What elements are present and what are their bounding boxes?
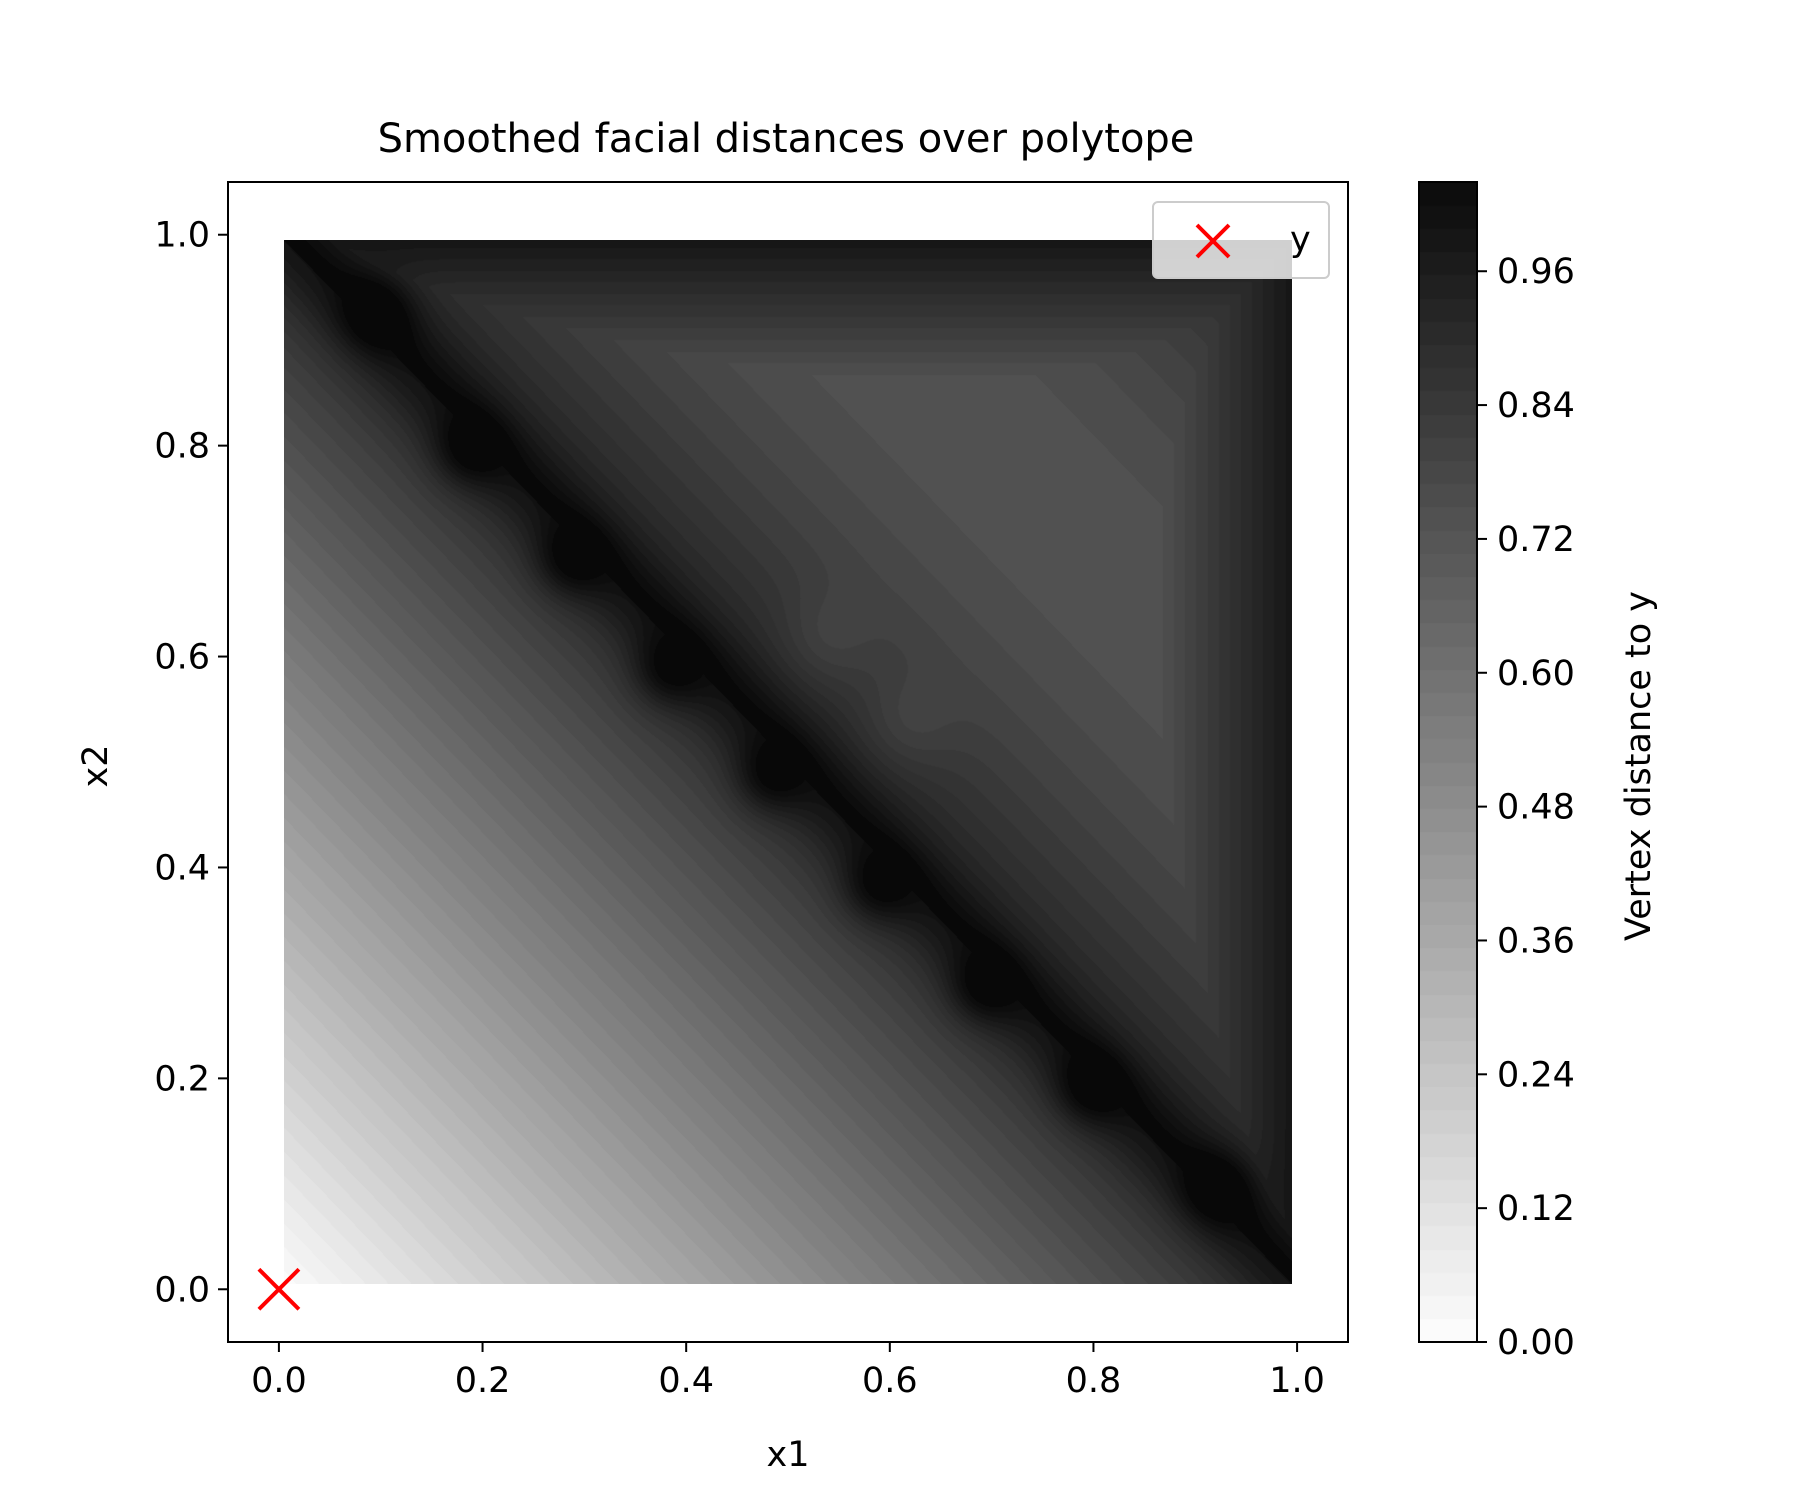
colorbar-label: Vertex distance to y — [1619, 591, 1659, 941]
points-layer — [257, 1267, 301, 1311]
y-tick-label: 0.4 — [154, 848, 210, 888]
legend-box — [1152, 201, 1330, 279]
colorbar-tick-label: 0.84 — [1497, 386, 1575, 426]
y-axis-ticks: 0.0 0.2 0.4 0.6 0.8 1.0 — [154, 216, 228, 1310]
colorbar-tick-label: 0.48 — [1497, 788, 1575, 828]
x-axis-ticks: 0.0 0.2 0.4 0.6 0.8 1.0 — [251, 1342, 1325, 1401]
x-tick-label: 0.6 — [862, 1361, 918, 1401]
x-tick-label: 0.8 — [1066, 1361, 1122, 1401]
colorbar-tick-label: 0.60 — [1497, 654, 1575, 694]
colorbar-tick-label: 0.12 — [1497, 1189, 1575, 1229]
point-marker-y — [257, 1267, 301, 1311]
colorbar-tick-label: 0.36 — [1497, 921, 1575, 961]
colorbar-gradient — [1419, 182, 1477, 1342]
colorbar-tick-label: 0.24 — [1497, 1055, 1575, 1095]
heatmap-field — [284, 240, 1292, 1284]
colorbar-tick-label: 0.72 — [1497, 520, 1575, 560]
y-axis-label: x2 — [76, 745, 116, 788]
x-tick-label: 0.2 — [455, 1361, 511, 1401]
legend-marker-x — [1195, 223, 1231, 259]
colorbar-tick-label: 0.96 — [1497, 252, 1575, 292]
x-axis-label: x1 — [767, 1435, 810, 1475]
y-tick-label: 0.0 — [154, 1270, 210, 1310]
colorbar-frame — [1418, 181, 1478, 1343]
x-tick-label: 0.4 — [658, 1361, 714, 1401]
x-tick-label: 1.0 — [1269, 1361, 1325, 1401]
x-tick-label: 0.0 — [251, 1361, 307, 1401]
y-tick-label: 0.8 — [154, 427, 210, 467]
colorbar-ticks: 0.00 0.12 0.24 0.36 0.48 0.60 0.72 0.84 0.96 — [1477, 252, 1575, 1363]
y-tick-label: 0.2 — [154, 1059, 210, 1099]
plot-frame — [227, 181, 1349, 1343]
colorbar-tick-label: 0.00 — [1497, 1323, 1575, 1363]
legend: y — [1152, 201, 1330, 279]
chart-title: Smoothed facial distances over polytope — [378, 116, 1195, 162]
y-tick-label: 0.6 — [154, 638, 210, 678]
y-tick-label: 1.0 — [154, 216, 210, 256]
legend-label-y: y — [1290, 220, 1311, 260]
